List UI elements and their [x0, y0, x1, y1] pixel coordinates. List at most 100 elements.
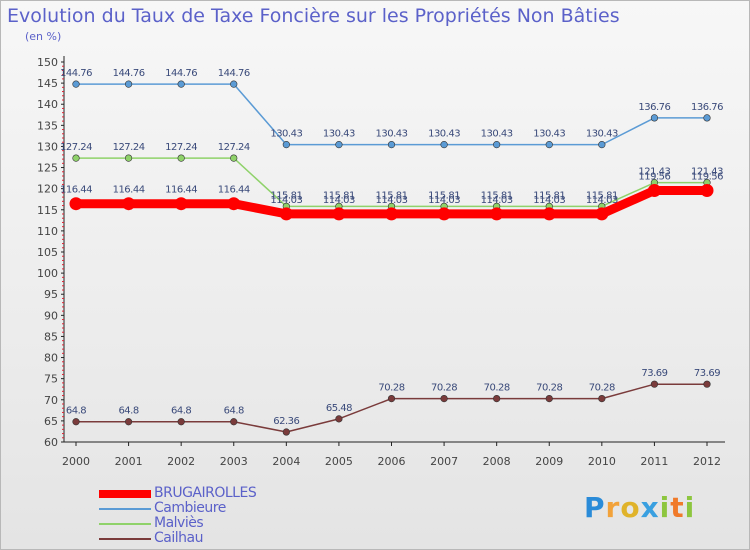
logo-letter: x	[640, 491, 660, 524]
data-label-cambieure: 130.43	[586, 129, 618, 140]
y-tick-label: 140	[37, 98, 58, 111]
y-tick-label: 110	[37, 225, 58, 238]
data-point-brugairolles	[385, 207, 398, 221]
data-label-malviès: 121.43	[691, 167, 723, 178]
data-point-cailhau	[440, 394, 448, 403]
data-label-cambieure: 130.43	[533, 129, 565, 140]
data-label-cambieure: 130.43	[270, 129, 302, 140]
data-point-cailhau	[72, 418, 80, 426]
data-label-cailhau: 73.69	[694, 368, 720, 379]
y-tick-label: 135	[37, 119, 58, 132]
data-label-malviès: 115.81	[376, 190, 408, 201]
x-tick-label: 2008	[483, 455, 511, 468]
chart-title: Evolution du Taux de Taxe Foncière sur l…	[7, 5, 620, 27]
data-label-brugairolles: 114.03	[533, 195, 565, 206]
data-label-brugairolles: 116.44	[113, 185, 145, 196]
data-label-brugairolles: 116.44	[60, 185, 92, 196]
x-tick-label: 2009	[535, 455, 563, 468]
data-point-cambieure	[230, 80, 238, 88]
y-tick-label: 65	[44, 415, 58, 428]
y-tick-label: 100	[37, 267, 58, 280]
data-point-cailhau	[282, 428, 290, 436]
x-tick-label: 2011	[640, 455, 668, 468]
data-point-brugairolles	[700, 184, 714, 198]
data-label-brugairolles: 119.56	[638, 172, 670, 183]
legend-label: BRUGAIROLLES	[154, 485, 257, 501]
data-label-malviès: 121.43	[638, 167, 670, 178]
x-tick-label: 2002	[167, 455, 195, 468]
data-point-brugairolles	[122, 197, 136, 211]
data-point-cailhau	[598, 394, 606, 403]
data-label-malviès: 127.24	[218, 142, 250, 153]
data-point-brugairolles	[542, 207, 556, 221]
data-point-malviès	[177, 154, 185, 162]
data-label-cailhau: 65.48	[326, 403, 352, 414]
y-tick-label: 75	[44, 373, 58, 386]
data-label-cailhau: 62.36	[273, 416, 299, 427]
data-label-cambieure: 144.76	[113, 68, 145, 79]
data-label-brugairolles: 114.03	[481, 195, 513, 206]
data-label-cambieure: 144.76	[60, 68, 92, 79]
logo-letter: t	[670, 491, 685, 524]
legend-swatch	[99, 508, 151, 510]
data-label-cambieure: 136.76	[691, 102, 723, 113]
data-label-brugairolles: 114.03	[376, 195, 408, 206]
data-point-cambieure	[493, 141, 501, 149]
data-label-malviès: 115.81	[270, 190, 302, 201]
data-point-cailhau	[230, 418, 238, 426]
x-tick-label: 2000	[62, 455, 90, 468]
data-label-brugairolles: 119.56	[691, 172, 723, 183]
data-label-brugairolles: 116.44	[165, 185, 197, 196]
data-label-cambieure: 130.43	[376, 129, 408, 140]
data-point-cambieure	[72, 80, 80, 88]
data-point-malviès	[230, 154, 238, 162]
data-point-brugairolles	[174, 197, 188, 211]
data-point-cambieure	[703, 114, 711, 122]
data-label-brugairolles: 114.03	[428, 195, 460, 206]
data-label-brugairolles: 116.44	[218, 185, 250, 196]
y-tick-label: 70	[44, 394, 58, 407]
x-tick-label: 2010	[588, 455, 616, 468]
data-label-malviès: 115.81	[586, 190, 618, 201]
data-label-cailhau: 64.8	[66, 406, 86, 417]
data-point-cambieure	[545, 141, 553, 149]
data-label-cambieure: 136.76	[638, 102, 670, 113]
x-tick-label: 2012	[693, 455, 721, 468]
data-point-cambieure	[282, 141, 290, 149]
y-tick-label: 95	[44, 288, 58, 301]
y-tick-label: 125	[37, 162, 58, 175]
data-point-brugairolles	[490, 207, 504, 221]
data-label-brugairolles: 114.03	[270, 195, 302, 206]
data-label-cailhau: 64.8	[224, 406, 244, 417]
data-point-cailhau	[545, 394, 553, 403]
data-label-malviès: 127.24	[60, 142, 92, 153]
x-tick-label: 2001	[115, 455, 143, 468]
data-point-cailhau	[703, 380, 711, 388]
logo-letter: i	[659, 491, 671, 524]
x-tick-label: 2007	[430, 455, 458, 468]
data-point-cambieure	[387, 141, 396, 149]
legend-label: Cailhau	[154, 530, 203, 546]
data-label-malviès: 115.81	[533, 190, 565, 201]
data-point-cambieure	[598, 141, 606, 149]
legend-label: Malviès	[154, 515, 204, 531]
data-label-cailhau: 73.69	[641, 368, 667, 379]
data-label-cailhau: 70.28	[536, 383, 562, 394]
x-tick-label: 2003	[220, 455, 248, 468]
data-label-cailhau: 70.28	[431, 383, 457, 394]
x-tick-label: 2004	[272, 455, 300, 468]
data-point-cambieure	[124, 80, 133, 88]
data-point-cailhau	[493, 394, 501, 403]
logo-letter: r	[605, 491, 621, 524]
data-point-cailhau	[650, 380, 659, 388]
legend-label: Cambieure	[154, 500, 226, 516]
data-label-brugairolles: 114.03	[586, 195, 618, 206]
x-tick-label: 2005	[325, 455, 353, 468]
data-point-cailhau	[177, 418, 185, 426]
data-label-cambieure: 144.76	[218, 68, 250, 79]
y-tick-label: 60	[44, 436, 58, 449]
logo-letter: P	[584, 491, 606, 524]
legend-swatch	[99, 523, 151, 525]
data-point-cailhau	[335, 415, 343, 423]
